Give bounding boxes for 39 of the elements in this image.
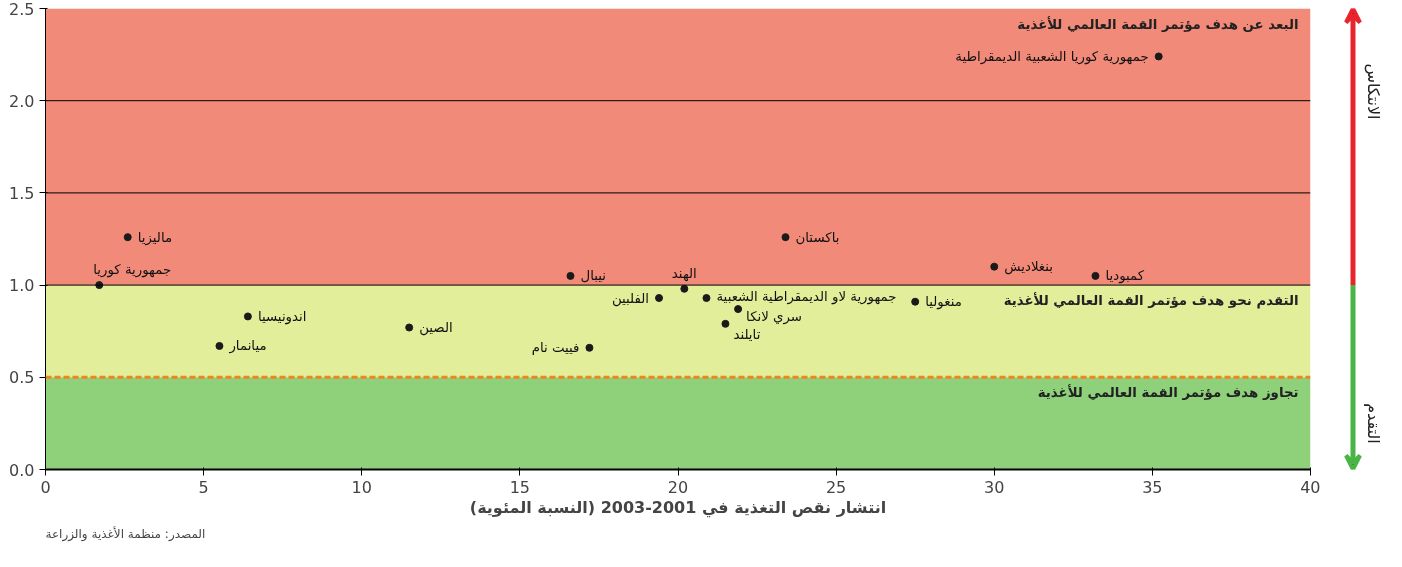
y-tick-label: 2.5 (9, 0, 35, 19)
annotation: تايلند (733, 326, 761, 342)
annotation: سري لانكا (746, 309, 803, 326)
text: التقدم (1364, 403, 1384, 444)
x-tick-label: 30 (984, 477, 1005, 497)
band-label: التقدم نحو هدف مؤتمر القمة العالمي للأغذية (1003, 292, 1299, 310)
x-tick-label: 0 (40, 477, 51, 497)
annotation: ماليزيا (137, 229, 173, 246)
x-tick-label: 35 (1142, 477, 1163, 497)
annotation: جمهورية كوريا (93, 262, 172, 279)
annotation: اندونيسيا (257, 308, 307, 325)
band-label: البعد عن هدف مؤتمر القمة العالمي للأغذية (1017, 15, 1299, 32)
y-tick-label: 2.0 (9, 91, 35, 111)
y-tick-label: 1.5 (9, 183, 35, 203)
band-label: تجاوز هدف مؤتمر القمة العالمي للأغذية (1037, 384, 1299, 401)
y-tick-label: 0.5 (9, 368, 35, 388)
annotation: الفلبين (611, 290, 650, 307)
annotation: باكستان (795, 229, 840, 245)
x-tick-label: 20 (667, 477, 689, 497)
x-tick-label: 10 (351, 477, 372, 497)
x-tick-label: 40 (1300, 477, 1321, 497)
annotation: نيبال (580, 268, 606, 284)
annotation: جمهورية لاو الديمقراطية الشعبية (716, 288, 897, 305)
text: المصدر: منظمة الأغذية والزراعة (45, 525, 206, 542)
x-tick-label: 15 (509, 477, 531, 497)
y-tick-label: 1.0 (9, 276, 35, 296)
y-tick-label: 0.0 (9, 460, 35, 480)
annotation: ميانمار (228, 338, 267, 355)
annotation: كمبوديا (1105, 268, 1145, 285)
x-tick-label: 25 (825, 477, 847, 497)
annotation: فييت نام (531, 340, 580, 356)
annotation: منغوليا (925, 294, 962, 311)
annotation: جمهورية كوريا الشعبية الديمقراطية (955, 48, 1149, 65)
annotation: الصين (419, 320, 453, 337)
annotation: بنغلاديش (1004, 259, 1054, 276)
text: الانتكاس (1364, 63, 1384, 120)
annotation: الهند (671, 265, 697, 282)
x-axis-title: انتشار نقص التغذية في 2001-2003 (النسبة المئوية) (469, 497, 887, 518)
x-tick-label: 5 (198, 477, 209, 497)
